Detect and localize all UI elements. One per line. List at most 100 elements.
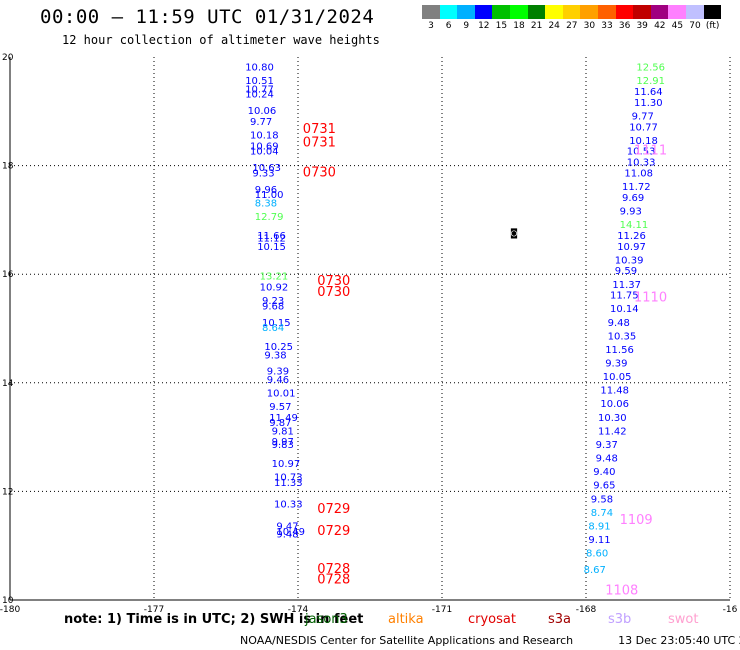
wave-height-value: 9.81 [272, 426, 294, 437]
wave-height-value: 9.23 [262, 296, 284, 307]
wave-height-value: 10.63 [252, 163, 281, 174]
wave-height-value: 9.57 [269, 402, 291, 413]
legend-swatch [562, 5, 581, 19]
pass-time-label: 1111 [634, 144, 667, 159]
wave-height-value: 10.35 [608, 331, 637, 342]
wave-height-value: 10.33 [627, 158, 656, 169]
wave-height-value: 9.58 [591, 494, 613, 505]
wave-height-value: 9.83 [272, 440, 294, 451]
y-tick-label: 16 [2, 270, 14, 280]
wave-height-value: 9.87 [269, 418, 291, 429]
wave-height-value: 8.64 [262, 323, 284, 334]
wave-height-value: 9.33 [252, 168, 274, 179]
wave-height-value: 11.00 [255, 190, 284, 201]
wave-height-value: 10.69 [250, 141, 279, 152]
legend-label: 36 [618, 21, 631, 31]
legend-label: 18 [513, 21, 525, 31]
legend-label: 27 [566, 21, 578, 31]
pass-time-label: 1110 [634, 290, 667, 305]
legend-swatch [633, 5, 651, 19]
legend-label: (ft) [705, 21, 720, 31]
page-title: 00:00 – 11:59 UTC 01/31/2024 [40, 6, 375, 28]
wave-height-value: 9.46 [267, 375, 289, 386]
satellite-label-altika: altika [388, 612, 424, 627]
footer-timestamp: 13 Dec 23:05:40 UTC 2024 [618, 634, 740, 647]
legend-swatch [439, 5, 458, 19]
pass-time-label: 1109 [620, 513, 653, 528]
wave-height-value: 10.77 [629, 122, 658, 133]
wave-height-value: 10.14 [610, 304, 639, 315]
wave-height-value: 9.69 [622, 193, 644, 204]
x-tick-label: -16 [723, 605, 738, 615]
pass-time-label: 0731 [303, 136, 336, 151]
legend-swatch [615, 5, 634, 19]
wave-height-value: 11.75 [610, 291, 639, 302]
wave-height-value: 10.92 [260, 282, 289, 293]
legend-swatch [457, 5, 475, 19]
wave-height-value: 10.51 [245, 76, 274, 87]
wave-height-value: 8.60 [586, 549, 608, 560]
legend-label: 3 [428, 21, 434, 31]
wave-height-value: 12.79 [255, 212, 284, 223]
wave-height-value: 14.11 [620, 220, 649, 231]
legend-swatch [422, 5, 440, 19]
legend-swatch [580, 5, 598, 19]
wave-height-value: 11.56 [605, 345, 634, 356]
wave-height-value: 11.26 [617, 231, 646, 242]
pass-time-label: 0730 [317, 274, 350, 289]
wave-height-value: 10.18 [629, 136, 658, 147]
wave-height-value: 10.73 [274, 473, 303, 484]
pass-time-label: 0730 [303, 165, 336, 180]
wave-height-value: 10.97 [617, 242, 646, 253]
satellite-label-s3a: s3a [548, 612, 572, 627]
wave-height-value: 11.48 [600, 386, 629, 397]
satellite-label-cryosat: cryosat [468, 612, 516, 627]
wave-height-value: 10.06 [600, 399, 629, 410]
wave-height-value: 9.77 [632, 111, 654, 122]
legend-swatch [474, 5, 493, 19]
x-tick-label: -174 [288, 605, 309, 615]
wave-height-value: 9.39 [605, 359, 627, 370]
wave-height-value: 8.38 [255, 198, 277, 209]
wave-height-value: 11.37 [612, 280, 641, 291]
wave-height-value: 9.38 [264, 350, 286, 361]
wave-height-value: 12.91 [636, 76, 665, 87]
wave-height-value: 10.39 [615, 255, 644, 266]
y-tick-label: 10 [2, 596, 14, 606]
wave-height-value: 9.65 [593, 481, 615, 492]
wave-height-value: 10.77 [245, 84, 274, 95]
wave-height-value: 9.48 [276, 530, 298, 541]
pass-time-label: 0728 [317, 573, 350, 588]
legend-label: 30 [583, 21, 596, 31]
y-tick-label: 14 [2, 379, 14, 389]
wave-height-value: 9.40 [593, 467, 615, 478]
pass-time-label: 0730 [317, 285, 350, 300]
wave-height-value: 10.18 [250, 130, 279, 141]
wave-height-value: 10.30 [598, 413, 627, 424]
y-tick-label: 20 [2, 53, 14, 63]
x-tick-label: -168 [576, 605, 597, 615]
wave-height-value: 9.11 [588, 535, 610, 546]
pass-time-label: 1108 [605, 584, 638, 599]
wave-height-value: 9.93 [620, 206, 642, 217]
wave-height-value: 11.72 [622, 182, 651, 193]
wave-height-value: 10.06 [248, 106, 277, 117]
y-tick-label: 12 [2, 487, 13, 497]
footer-credit: NOAA/NESDIS Center for Satellite Applica… [240, 634, 740, 647]
legend-label: 12 [478, 21, 490, 31]
satellite-label-swot: swot [668, 612, 699, 627]
legend-swatch [650, 5, 669, 19]
wave-height-value: 11.66 [257, 231, 286, 242]
wave-height-value: 9.68 [262, 301, 284, 312]
wave-height-value: 10.53 [627, 147, 656, 158]
wave-height-value: 11.33 [274, 478, 303, 489]
wave-height-value: 9.77 [250, 117, 272, 128]
legend-swatch [668, 5, 686, 19]
wave-height-value: 11.42 [598, 426, 627, 437]
pass-time-label: 0729 [317, 524, 350, 539]
wave-height-value: 13.21 [260, 272, 289, 283]
wave-height-value: 10.80 [245, 63, 274, 74]
pass-time-label: 0728 [317, 562, 350, 577]
y-tick-label: 18 [2, 162, 14, 172]
